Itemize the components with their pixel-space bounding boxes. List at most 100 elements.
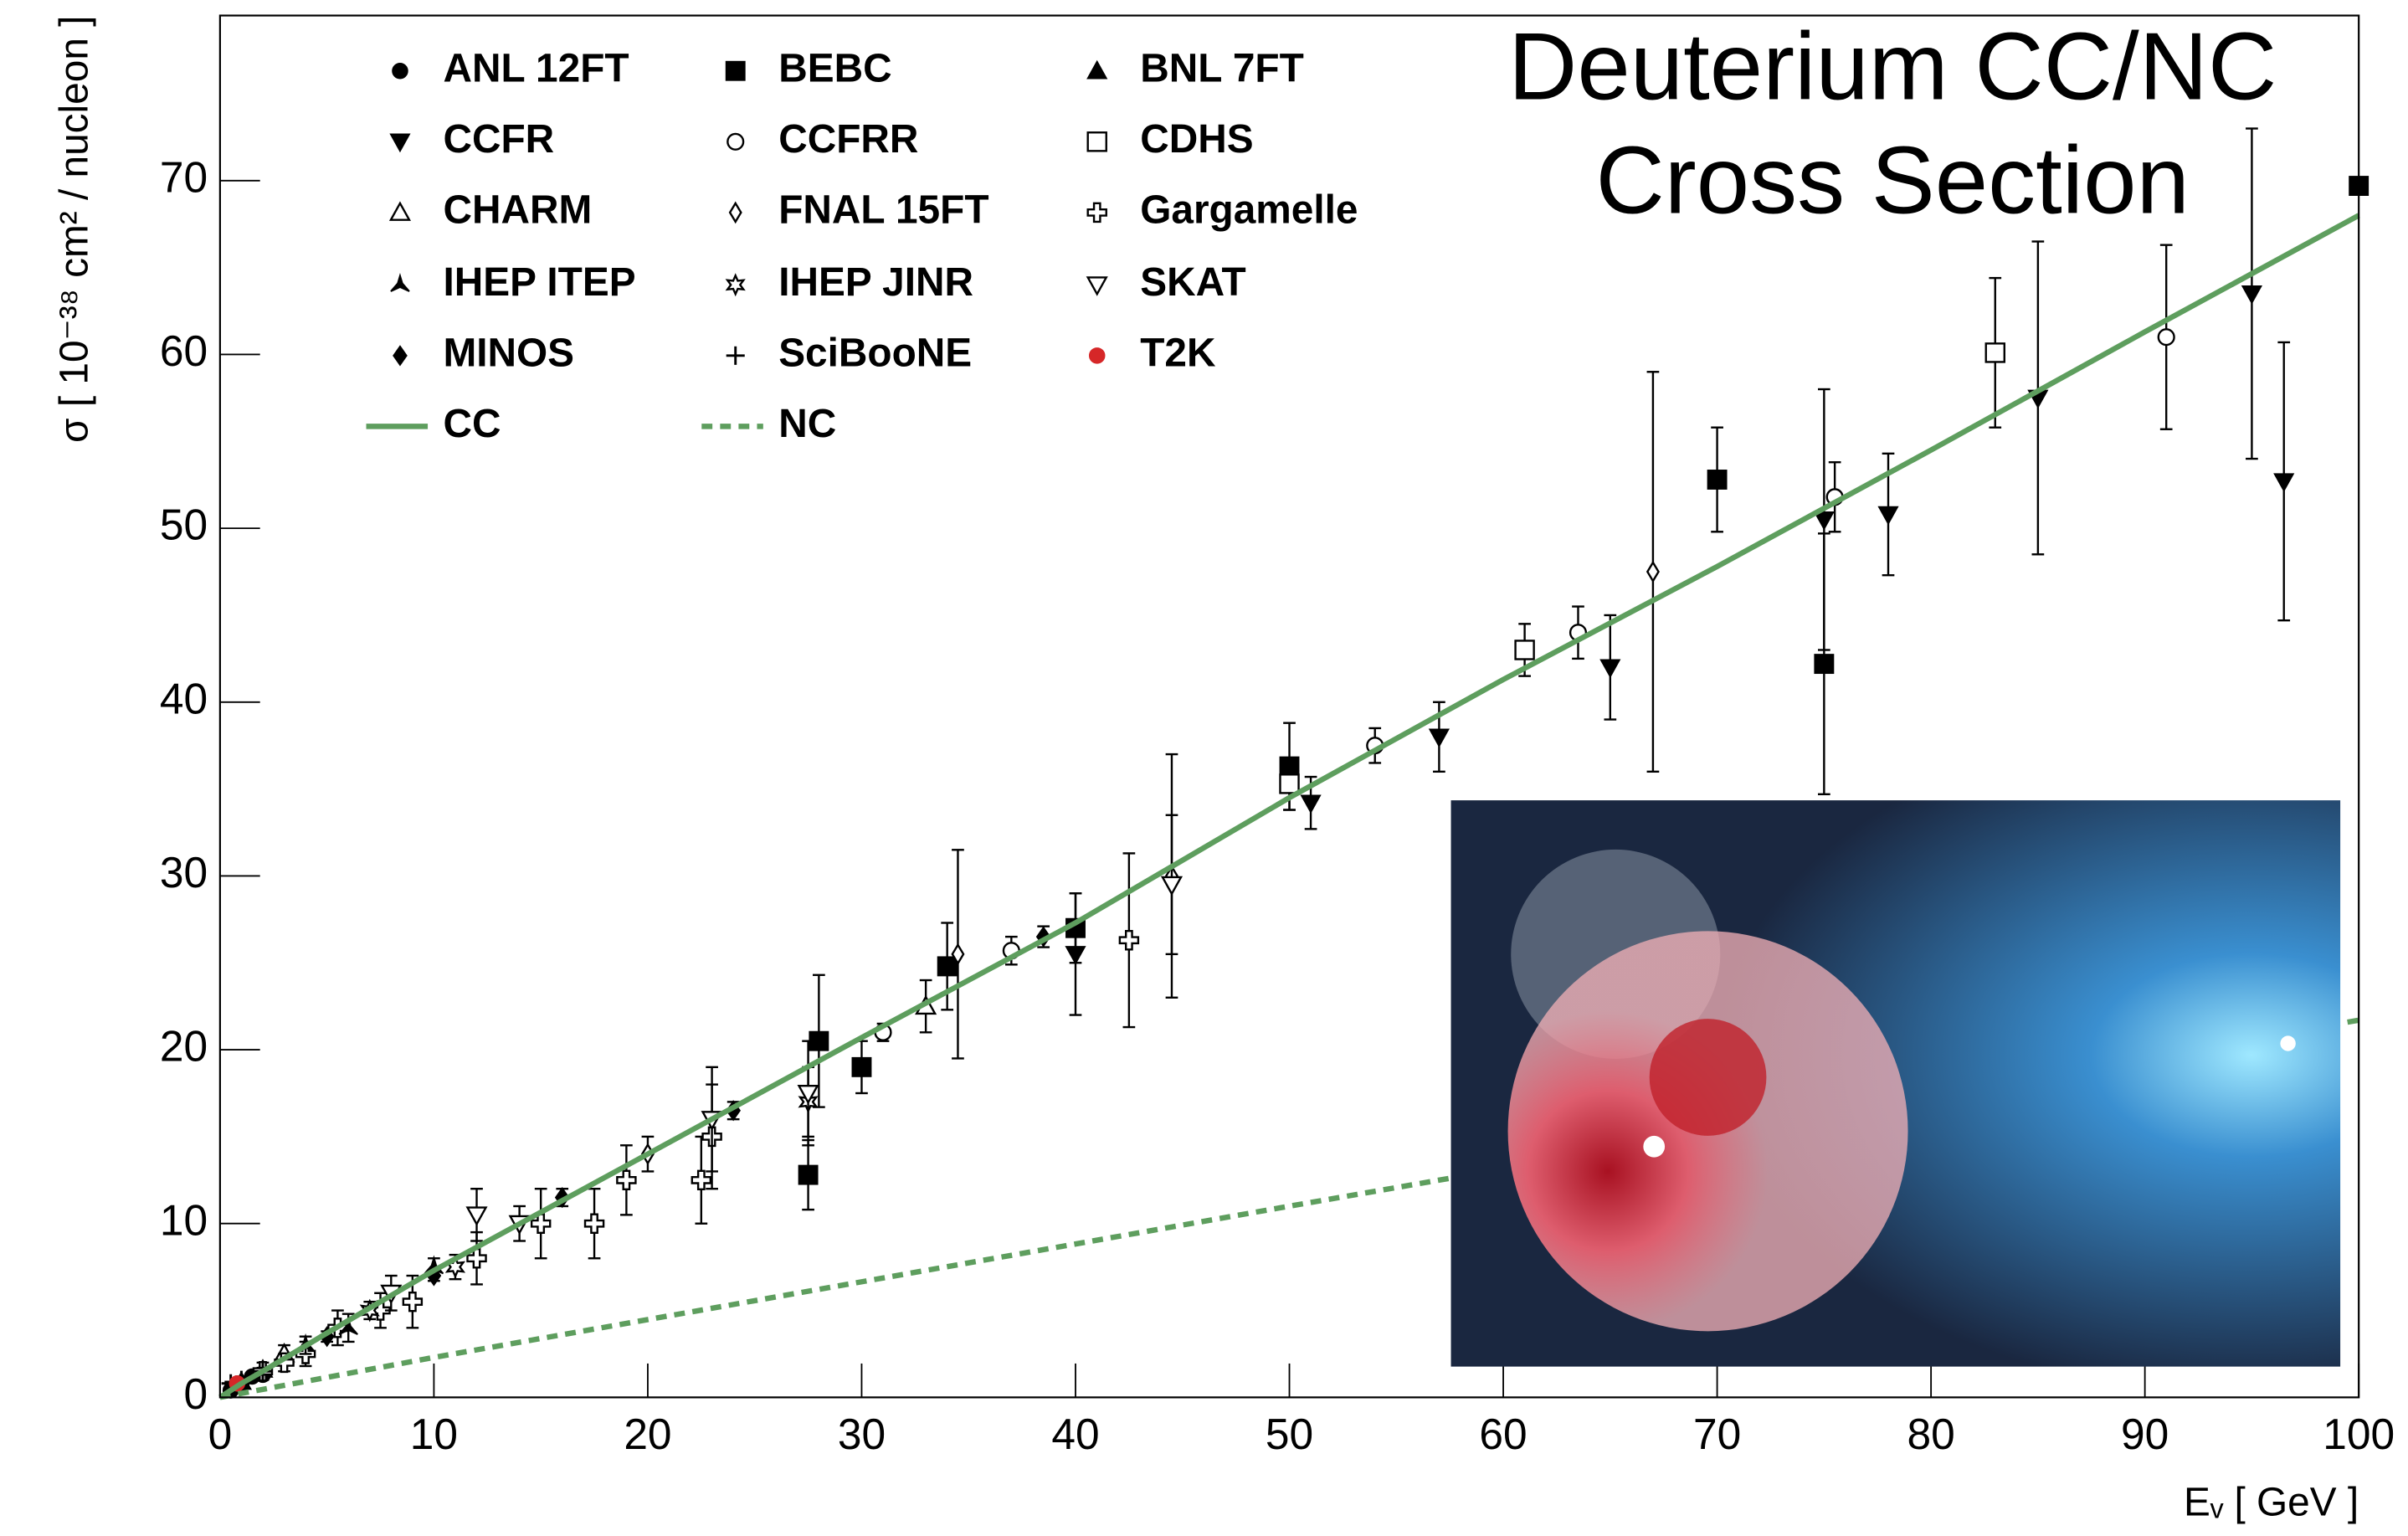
fit-line	[218, 213, 2360, 1400]
marker-shape	[465, 1206, 488, 1226]
marker-shape	[1086, 276, 1108, 296]
marker-shape	[937, 956, 958, 977]
marker	[797, 1084, 819, 1105]
marker	[851, 1056, 872, 1077]
y-tick-label: 30	[160, 848, 208, 896]
x-tick-label: 80	[1907, 1410, 1954, 1458]
marker-shape	[1086, 202, 1107, 223]
legend-label: CHARM	[443, 188, 592, 232]
marker-shape	[393, 345, 408, 367]
marker-shape	[725, 273, 746, 297]
marker	[1707, 470, 1728, 490]
legend-swatch	[388, 201, 412, 221]
legend-swatch	[1086, 276, 1108, 296]
legend-swatch	[727, 132, 745, 151]
legend: ANL 12FT BEBC BNL 7FT CCFR CCFRR CDHS CHARM FNA…	[366, 46, 1358, 446]
marker	[583, 1213, 605, 1234]
y-tick-label: 40	[160, 674, 208, 722]
x-tick-label: 20	[624, 1410, 671, 1458]
legend-label: CCFRR	[778, 117, 918, 162]
y-tick-label: 50	[160, 501, 208, 549]
legend-label: MINOS	[443, 331, 574, 375]
marker-shape	[1086, 131, 1107, 152]
legend-swatch	[1086, 202, 1107, 223]
x-tick-label: 90	[2121, 1410, 2169, 1458]
x-tick-label: 70	[1693, 1410, 1741, 1458]
marker-shape	[1646, 560, 1660, 583]
chart-title: Deuterium CC/NC	[1508, 14, 2277, 121]
legend-swatch	[393, 345, 408, 367]
marker	[1514, 640, 1535, 660]
legend-swatch	[392, 62, 408, 80]
marker-shape	[1514, 640, 1535, 660]
marker-shape	[392, 62, 408, 80]
legend-label: Gargamelle	[1140, 188, 1358, 232]
x-tick-label: 30	[838, 1410, 886, 1458]
marker	[1877, 506, 1899, 526]
marker	[1646, 560, 1660, 583]
marker-shape	[530, 1213, 552, 1234]
legend-swatch	[1086, 131, 1107, 152]
marker-shape	[1814, 654, 1835, 675]
marker-shape	[2273, 473, 2295, 492]
legend-label: SciBooNE	[778, 331, 972, 375]
marker	[937, 956, 958, 977]
x-tick-label: 10	[410, 1410, 458, 1458]
marker	[691, 1169, 712, 1191]
marker	[616, 1169, 637, 1191]
marker-shape	[1160, 876, 1183, 896]
marker-shape	[388, 201, 412, 221]
x-tick-label: 50	[1266, 1410, 1313, 1458]
legend-label: BEBC	[778, 46, 891, 90]
marker-shape	[725, 60, 746, 81]
marker	[2273, 473, 2295, 492]
inset-image	[1450, 800, 2341, 1367]
marker-shape	[390, 273, 410, 292]
marker-shape	[1065, 946, 1086, 965]
marker-shape	[1707, 470, 1728, 490]
marker-shape	[1086, 59, 1108, 80]
legend-label: NC	[778, 402, 836, 446]
marker-shape	[797, 1084, 819, 1105]
marker-shape	[1088, 347, 1106, 364]
marker-shape	[2241, 285, 2263, 305]
legend-swatch	[725, 60, 746, 81]
marker	[1118, 930, 1140, 951]
y-tick-label: 70	[160, 152, 208, 201]
legend-swatch	[726, 346, 745, 365]
legend-label: BNL 7FT	[1140, 46, 1304, 90]
y-tick-label: 60	[160, 326, 208, 375]
x-axis-label: Eᵥ [ GeV ]	[2184, 1481, 2359, 1525]
marker-shape	[1599, 659, 1621, 679]
marker	[1300, 794, 1322, 814]
y-tick-label: 20	[160, 1022, 208, 1071]
x-tick-label: 0	[208, 1410, 233, 1458]
marker-shape	[1877, 506, 1899, 526]
marker-shape	[951, 943, 965, 966]
marker	[1984, 342, 2005, 363]
marker	[951, 943, 965, 966]
y-tick-label: 10	[160, 1195, 208, 1244]
marker	[1599, 659, 1621, 679]
y-tick-label: 0	[184, 1369, 208, 1418]
legend-label: IHEP JINR	[778, 260, 973, 305]
marker	[1065, 946, 1086, 965]
marker-shape	[1984, 342, 2005, 363]
legend-label: CCFR	[443, 117, 554, 162]
legend-swatch	[1086, 59, 1108, 80]
legend-label: ANL 12FT	[443, 46, 629, 90]
marker-shape	[583, 1213, 605, 1234]
marker-shape	[727, 132, 745, 151]
legend-label: FNAL 15FT	[778, 188, 988, 232]
marker-shape	[691, 1169, 712, 1191]
plot-frame	[218, 14, 2360, 1399]
marker	[1279, 773, 1300, 794]
marker-shape	[616, 1169, 637, 1191]
marker-shape	[798, 1164, 819, 1185]
legend-swatch	[725, 273, 746, 297]
marker-shape	[1300, 794, 1322, 814]
marker	[2157, 328, 2175, 347]
marker-shape	[1428, 728, 1450, 748]
marker	[2241, 285, 2263, 305]
